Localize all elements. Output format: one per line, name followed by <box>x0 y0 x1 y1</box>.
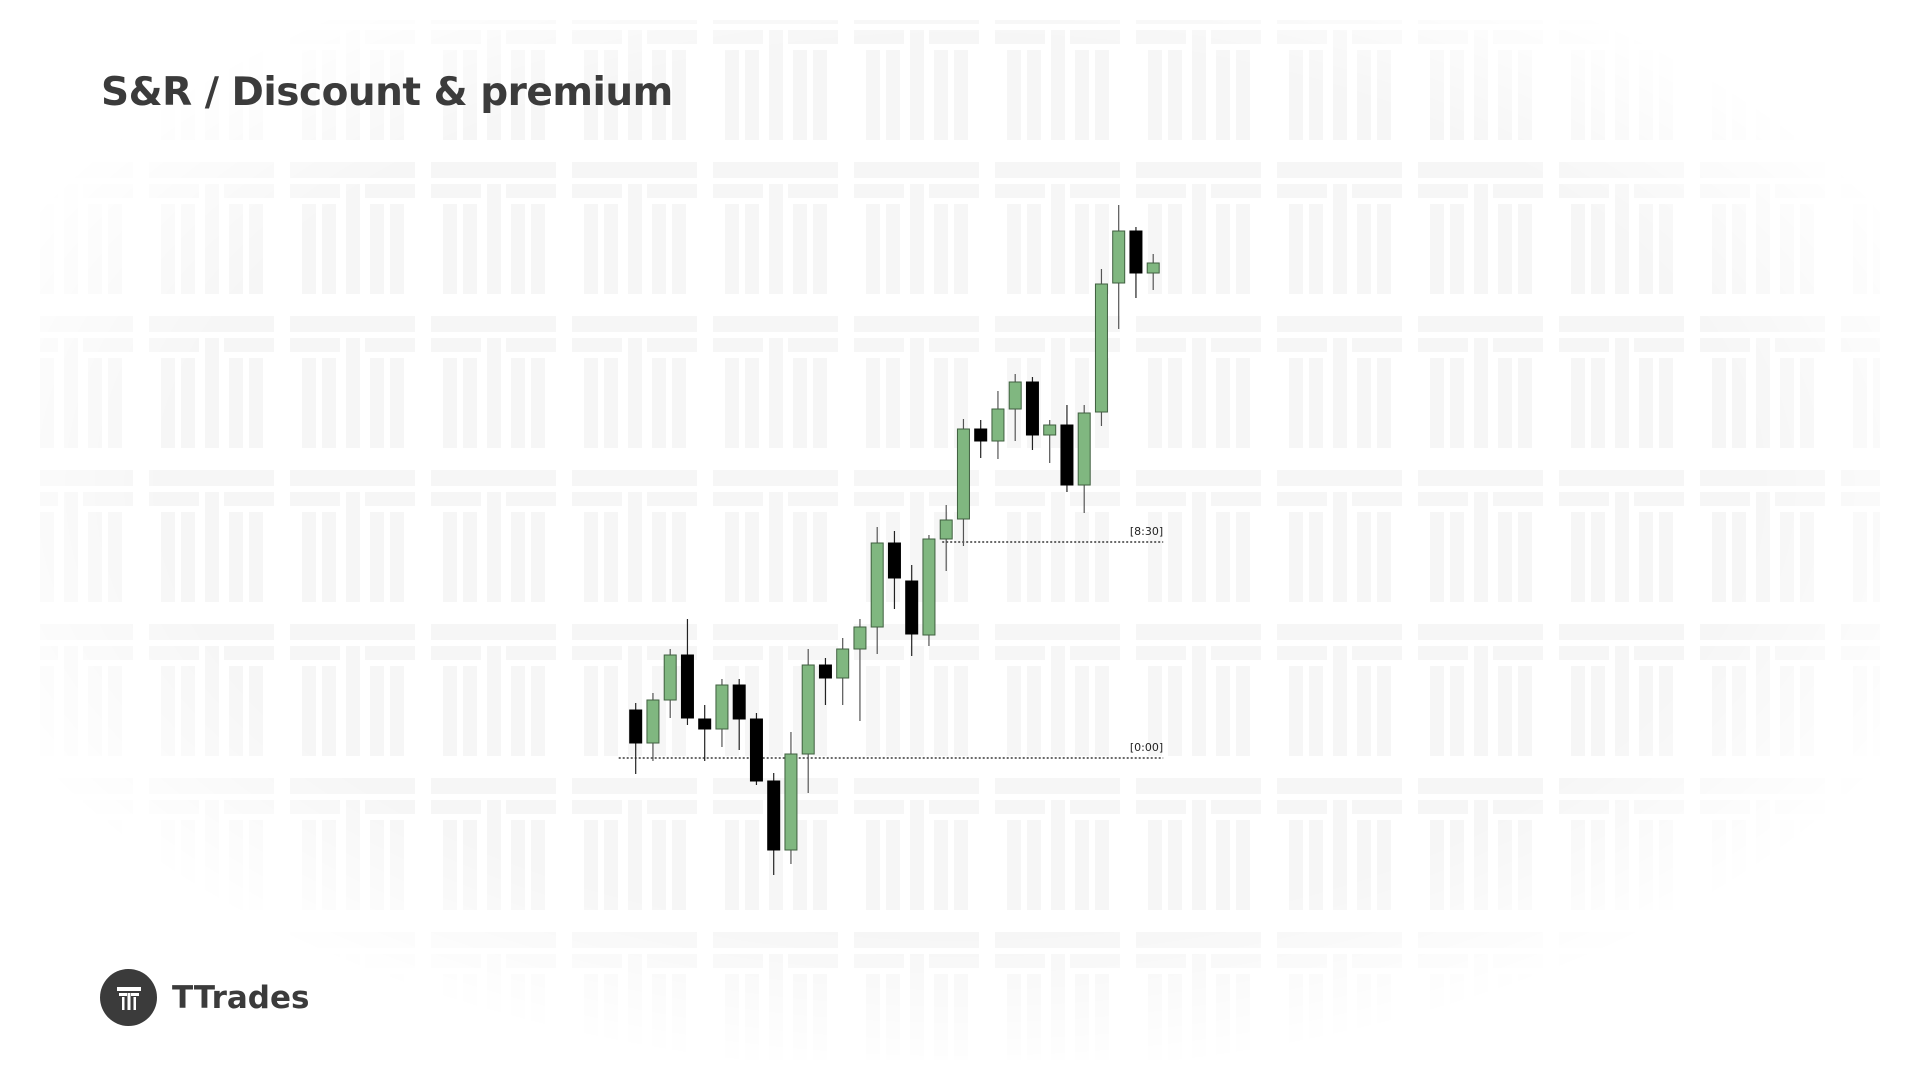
candle-body <box>1043 424 1057 436</box>
candle-body <box>1060 424 1074 486</box>
bearish-candle <box>629 703 643 774</box>
candle-body <box>1025 381 1039 436</box>
bearish-candle <box>767 773 781 875</box>
bullish-candle <box>991 391 1005 459</box>
bullish-candle <box>870 527 884 654</box>
bearish-candle <box>680 619 694 725</box>
bearish-candle <box>698 705 712 761</box>
bearish-candle <box>1060 405 1074 492</box>
bearish-candle <box>749 713 763 785</box>
candle-body <box>1077 412 1091 486</box>
brand-name: TTrades <box>172 979 310 1016</box>
bullish-candle <box>1112 205 1126 329</box>
bullish-candle <box>956 419 970 546</box>
brand: TTrades <box>100 969 309 1026</box>
candle-body <box>715 684 729 730</box>
page-title: S&R / Discount & premium <box>101 70 673 115</box>
candle-body <box>922 538 936 636</box>
bearish-candle <box>974 420 988 458</box>
candle-body <box>732 684 746 720</box>
bearish-candle <box>887 531 901 609</box>
bearish-candle <box>905 565 919 656</box>
candle-body <box>870 542 884 628</box>
candle-body <box>767 780 781 851</box>
bullish-candle <box>1077 405 1091 513</box>
bearish-candle <box>732 679 746 750</box>
bullish-candle <box>939 505 953 571</box>
candle-body <box>939 519 953 540</box>
bullish-candle <box>836 638 850 705</box>
level-label: [0:00] <box>1130 741 1163 754</box>
bearish-candle <box>818 658 832 705</box>
bullish-candle <box>784 732 798 864</box>
candle-body <box>991 408 1005 442</box>
candle-body <box>853 626 867 650</box>
bullish-candle <box>1043 420 1057 463</box>
candle-body <box>698 718 712 730</box>
bullish-candle <box>853 619 867 721</box>
bullish-candle <box>663 649 677 718</box>
candle-body <box>818 664 832 679</box>
candle-body <box>836 648 850 679</box>
candle-body <box>1008 381 1022 410</box>
candle-body <box>646 699 660 744</box>
candle-body <box>887 542 901 579</box>
bullish-candle <box>1094 269 1108 426</box>
candle-body <box>1094 283 1108 413</box>
candle-body <box>956 428 970 520</box>
bearish-candle <box>1129 227 1143 298</box>
candle-body <box>1146 262 1160 274</box>
candle-body <box>1129 230 1143 274</box>
bullish-candle <box>646 693 660 761</box>
candle-body <box>784 753 798 851</box>
bearish-candle <box>1025 377 1039 450</box>
bullish-candle <box>1008 374 1022 441</box>
bullish-candle <box>801 649 815 793</box>
candle-body <box>663 654 677 701</box>
bullish-candle <box>1146 254 1160 290</box>
candle-body <box>629 709 643 744</box>
bullish-candle <box>715 679 729 747</box>
candle-body <box>680 654 694 719</box>
candle-body <box>749 718 763 782</box>
bullish-candle <box>922 535 936 646</box>
candle-body <box>905 580 919 635</box>
candle-body <box>801 664 815 755</box>
tt-logo-icon <box>100 969 157 1026</box>
level-label: [8:30] <box>1130 525 1163 538</box>
candle-body <box>1112 230 1126 284</box>
candle-body <box>974 428 988 442</box>
